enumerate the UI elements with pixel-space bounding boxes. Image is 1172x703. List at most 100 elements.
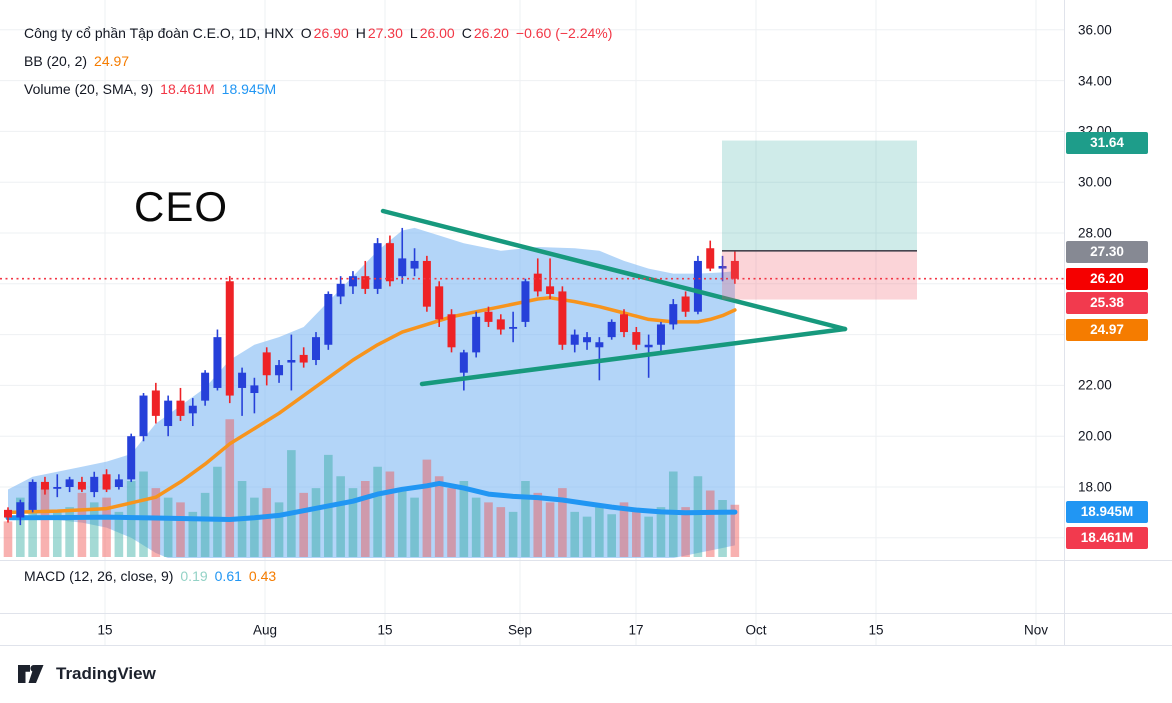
volume-bar — [213, 466, 222, 557]
candle-body[interactable] — [361, 276, 370, 289]
candle-body[interactable] — [312, 337, 320, 360]
volume-label: Volume (20, SMA, 9) — [24, 81, 154, 97]
symbol-title[interactable]: Công ty cổ phần Tập đoàn C.E.O, 1D, HNX — [24, 25, 294, 41]
volume-bar — [385, 471, 395, 557]
candle-body[interactable] — [275, 365, 284, 376]
position-profit-box[interactable] — [722, 140, 917, 251]
candle-body[interactable] — [299, 354, 308, 363]
candle-body[interactable] — [114, 479, 123, 487]
candle-body[interactable] — [16, 502, 25, 518]
candle-body[interactable] — [620, 314, 628, 333]
volume-sma-badge: 18.945M — [1066, 501, 1148, 523]
candle-body[interactable] — [176, 400, 185, 416]
candle-body[interactable] — [102, 474, 111, 490]
candle-body[interactable] — [718, 266, 727, 269]
volume-bar — [410, 497, 419, 557]
candle-body[interactable] — [435, 286, 444, 320]
volume-bar — [225, 419, 235, 557]
candle-body[interactable] — [385, 243, 394, 282]
candle-body[interactable] — [151, 390, 160, 416]
candle-body[interactable] — [201, 372, 210, 401]
candle-body[interactable] — [262, 352, 271, 376]
candle-body[interactable] — [669, 304, 678, 325]
volume-sma-line — [5, 480, 738, 522]
legend-bb-row[interactable]: BB (20, 2) 24.97 — [24, 53, 129, 69]
candle-body[interactable] — [472, 316, 481, 353]
candle-body[interactable] — [447, 314, 456, 348]
candle-body[interactable] — [40, 481, 49, 490]
candle-body[interactable] — [90, 476, 99, 493]
volume-bar — [434, 476, 444, 557]
price-axis-label: 30.00 — [1078, 174, 1112, 190]
candle-body[interactable] — [250, 385, 259, 394]
candle-body[interactable] — [287, 360, 296, 363]
candle-body[interactable] — [521, 281, 530, 322]
candle-body[interactable] — [484, 311, 493, 322]
tradingview-logo-icon — [18, 665, 44, 683]
price-axis-label: 22.00 — [1078, 377, 1112, 393]
candle-body[interactable] — [348, 276, 357, 287]
candle-body[interactable] — [632, 332, 641, 345]
candle-body[interactable] — [533, 273, 542, 292]
candle-body[interactable] — [496, 319, 505, 330]
volume-bar — [360, 481, 370, 557]
volume-bar — [114, 511, 124, 557]
volume-bar — [582, 516, 592, 557]
candle-body[interactable] — [656, 324, 665, 345]
candle-body[interactable] — [730, 260, 739, 279]
volume-bar — [151, 488, 161, 557]
ohlc-open: O 26.90 — [300, 25, 349, 41]
candle-body[interactable] — [65, 479, 74, 487]
candle-body[interactable] — [693, 260, 702, 312]
position-stop-box[interactable] — [722, 250, 917, 300]
candle-body[interactable] — [77, 481, 86, 490]
candle-body[interactable] — [607, 321, 616, 338]
candle-body[interactable] — [681, 296, 690, 312]
volume-bar — [521, 481, 530, 557]
candle-body[interactable] — [570, 334, 579, 345]
candle-body[interactable] — [28, 481, 37, 510]
candle-body[interactable] — [509, 326, 518, 329]
volume-bar — [52, 511, 62, 557]
volume-bar — [533, 492, 543, 557]
volume-bar — [274, 502, 284, 557]
candle-body[interactable] — [164, 400, 173, 427]
volume-bar — [16, 497, 25, 557]
price-axis-label: 36.00 — [1078, 22, 1112, 38]
candle-body[interactable] — [188, 405, 197, 414]
candle-body[interactable] — [53, 487, 62, 489]
candle-body[interactable] — [398, 258, 407, 277]
volume-bar — [558, 488, 567, 557]
candle-body[interactable] — [706, 248, 715, 269]
trend-line[interactable] — [380, 208, 848, 332]
bb-value: 24.97 — [94, 53, 130, 69]
ohlc-low: L 26.00 — [409, 25, 455, 41]
candle-body[interactable] — [410, 260, 419, 269]
macd-hist-value: 0.19 — [180, 568, 208, 584]
volume-bar — [348, 488, 358, 557]
candle-body[interactable] — [324, 293, 333, 345]
legend-macd-row[interactable]: MACD (12, 26, close, 9) 0.19 0.61 0.43 — [24, 568, 276, 584]
candle-body[interactable] — [139, 395, 148, 437]
candle-body[interactable] — [336, 283, 345, 297]
legend-symbol-row[interactable]: Công ty cổ phần Tập đoàn C.E.O, 1D, HNX … — [24, 25, 612, 41]
volume-bar — [459, 481, 469, 557]
candle-body[interactable] — [546, 286, 555, 294]
candle-body[interactable] — [238, 372, 247, 388]
candle-body[interactable] — [459, 352, 468, 373]
legend-volume-row[interactable]: Volume (20, SMA, 9) 18.461M 18.945M — [24, 81, 276, 97]
footer-brand[interactable]: TradingView — [18, 663, 156, 685]
candle-body[interactable] — [583, 337, 592, 343]
candle-body[interactable] — [558, 291, 567, 345]
candle-body[interactable] — [422, 260, 431, 307]
candle-body[interactable] — [595, 342, 604, 348]
candle-body[interactable] — [373, 243, 382, 289]
trend-line[interactable] — [419, 326, 848, 387]
candle-body[interactable] — [127, 436, 136, 480]
candle-body[interactable] — [225, 281, 234, 396]
candle-body[interactable] — [4, 509, 12, 518]
candle-body[interactable] — [213, 337, 222, 388]
candle-body[interactable] — [644, 344, 653, 348]
price-axis-label: 28.00 — [1078, 225, 1112, 241]
